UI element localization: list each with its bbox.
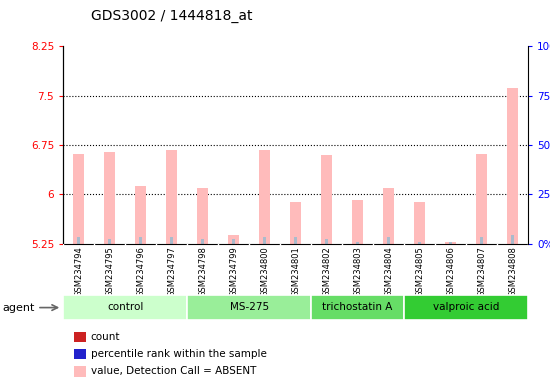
Bar	[135, 187, 146, 244]
Bar	[480, 237, 483, 244]
Bar	[356, 242, 359, 244]
Bar	[418, 242, 421, 244]
Text: GSM234802: GSM234802	[322, 247, 331, 297]
Text: GSM234801: GSM234801	[291, 247, 300, 297]
Bar	[294, 237, 297, 244]
Bar	[228, 235, 239, 244]
Bar	[476, 154, 487, 244]
Text: GSM234799: GSM234799	[229, 247, 238, 297]
Bar	[511, 235, 514, 244]
Bar	[290, 202, 301, 244]
Text: value, Detection Call = ABSENT: value, Detection Call = ABSENT	[91, 366, 256, 376]
Text: GSM234804: GSM234804	[384, 247, 393, 297]
Bar	[170, 237, 173, 244]
Bar	[166, 150, 177, 244]
Bar	[445, 242, 456, 244]
Bar	[259, 150, 270, 244]
Bar	[507, 88, 518, 244]
Text: percentile rank within the sample: percentile rank within the sample	[91, 349, 267, 359]
Bar	[104, 152, 115, 244]
Text: GSM234794: GSM234794	[74, 247, 83, 297]
Text: agent: agent	[3, 303, 35, 313]
Bar	[383, 188, 394, 244]
Bar	[311, 295, 404, 320]
Text: MS-275: MS-275	[229, 302, 269, 312]
Bar	[77, 237, 80, 244]
Text: GSM234806: GSM234806	[446, 247, 455, 297]
Text: GSM234795: GSM234795	[105, 247, 114, 297]
Text: GDS3002 / 1444818_at: GDS3002 / 1444818_at	[91, 9, 252, 23]
Bar	[73, 154, 84, 244]
Bar	[63, 295, 187, 320]
Bar	[387, 237, 390, 244]
Text: control: control	[107, 302, 144, 312]
Bar	[108, 239, 111, 244]
Text: valproic acid: valproic acid	[433, 302, 499, 312]
Bar	[197, 188, 208, 244]
Text: GSM234800: GSM234800	[260, 247, 269, 297]
Bar	[404, 295, 528, 320]
Text: GSM234805: GSM234805	[415, 247, 424, 297]
Bar	[414, 202, 425, 244]
Bar	[201, 239, 204, 244]
Text: trichostatin A: trichostatin A	[322, 302, 393, 312]
Bar	[352, 200, 363, 244]
Bar	[263, 237, 266, 244]
Text: GSM234807: GSM234807	[477, 247, 486, 297]
Text: count: count	[91, 332, 120, 342]
Text: GSM234796: GSM234796	[136, 247, 145, 297]
Bar	[321, 155, 332, 244]
Text: GSM234808: GSM234808	[508, 247, 517, 297]
Bar	[187, 295, 311, 320]
Bar	[232, 239, 235, 244]
Text: GSM234803: GSM234803	[353, 247, 362, 297]
Text: GSM234798: GSM234798	[198, 247, 207, 297]
Bar	[325, 239, 328, 244]
Bar	[449, 242, 452, 244]
Bar	[139, 237, 142, 244]
Text: GSM234797: GSM234797	[167, 247, 176, 297]
